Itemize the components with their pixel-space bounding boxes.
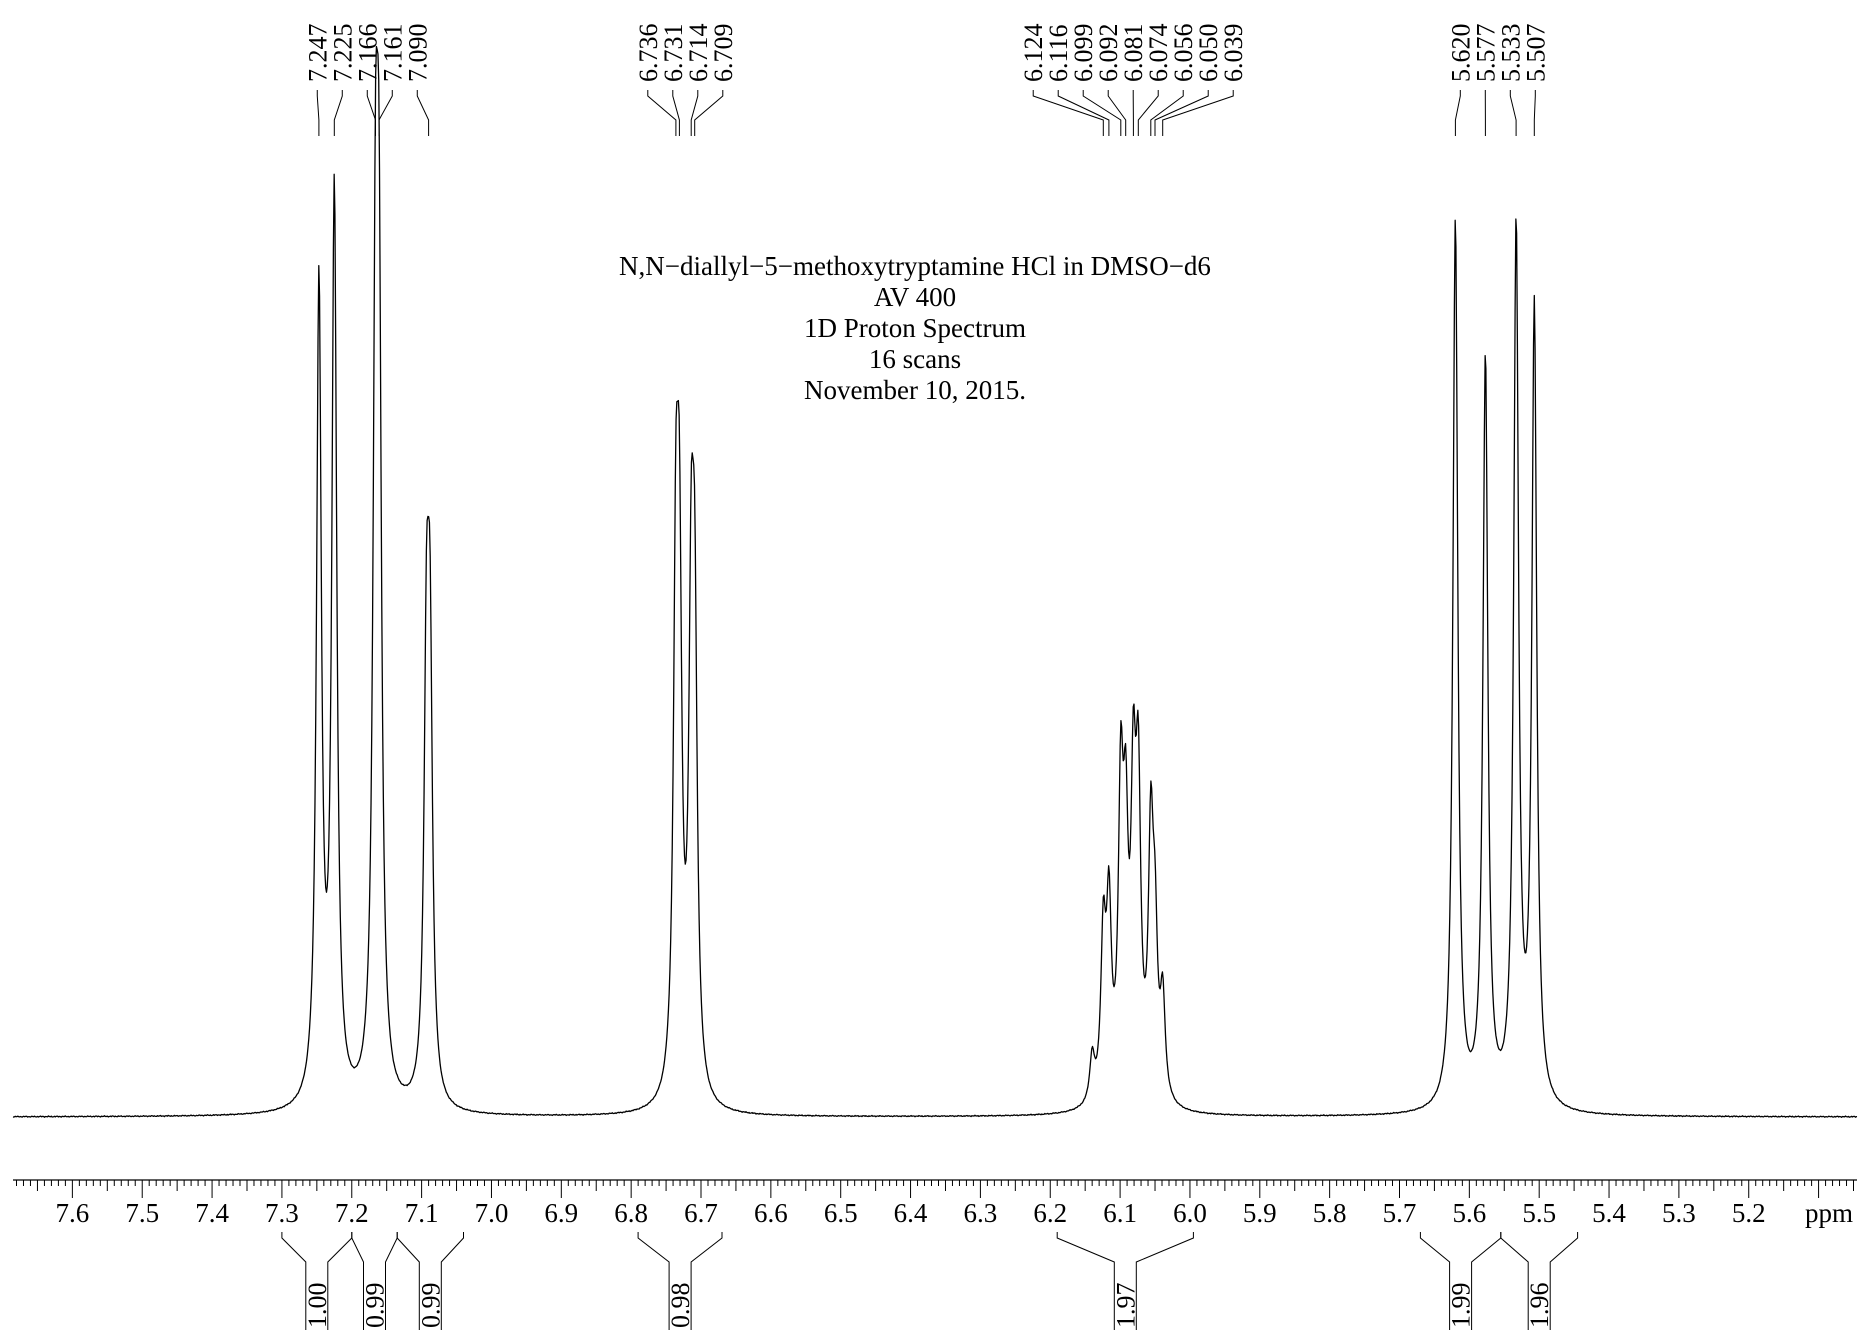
svg-text:6.736: 6.736: [634, 24, 663, 83]
spectrum-line: [12, 45, 1858, 1118]
peak-label: 5.577: [1471, 24, 1500, 136]
peak-label: 5.507: [1521, 24, 1550, 136]
peak-label: 6.714: [684, 24, 713, 136]
svg-text:6.050: 6.050: [1194, 24, 1223, 83]
x-tick-label: 7.1: [405, 1198, 439, 1228]
x-tick-label: 7.5: [125, 1198, 159, 1228]
peak-label: 7.247: [303, 24, 332, 136]
x-tick-label: 7.2: [335, 1198, 369, 1228]
title-line: 16 scans: [869, 344, 961, 374]
x-tick-label: 5.8: [1313, 1198, 1347, 1228]
svg-text:6.039: 6.039: [1219, 24, 1248, 83]
title-line: AV 400: [874, 282, 956, 312]
peak-label: 6.736: [634, 24, 677, 136]
peak-label: 5.620: [1446, 24, 1475, 136]
chart-title: N,N−diallyl−5−methoxytryptamine HCl in D…: [619, 251, 1211, 405]
svg-text:6.074: 6.074: [1144, 24, 1173, 83]
peak-label: 6.116: [1044, 24, 1110, 136]
x-tick-label: 6.8: [614, 1198, 648, 1228]
x-tick-label: 5.5: [1522, 1198, 1556, 1228]
x-tick-label: 7.4: [195, 1198, 229, 1228]
x-tick-label: 7.0: [475, 1198, 509, 1228]
title-line: N,N−diallyl−5−methoxytryptamine HCl in D…: [619, 251, 1211, 281]
x-tick-label: 7.3: [265, 1198, 299, 1228]
svg-text:7.225: 7.225: [328, 24, 357, 83]
x-tick-label: 5.7: [1383, 1198, 1417, 1228]
svg-text:6.092: 6.092: [1094, 24, 1123, 83]
integral-marker: 1.99: [1419, 1232, 1502, 1330]
x-tick-label: 6.3: [964, 1198, 998, 1228]
x-tick-label: 5.9: [1243, 1198, 1277, 1228]
svg-text:6.056: 6.056: [1169, 24, 1198, 83]
svg-text:1.96: 1.96: [1525, 1283, 1554, 1329]
svg-text:1.00: 1.00: [303, 1283, 332, 1329]
integral-marker: 0.99: [396, 1232, 464, 1330]
svg-text:5.620: 5.620: [1446, 24, 1475, 83]
x-tick-label: 6.6: [754, 1198, 788, 1228]
peak-label: 5.533: [1496, 24, 1525, 136]
x-axis-label: ppm: [1805, 1198, 1853, 1228]
peak-label: 7.090: [403, 24, 432, 136]
x-tick-label: 7.6: [55, 1198, 89, 1228]
peak-label: 6.731: [659, 24, 688, 136]
x-tick-label: 5.4: [1592, 1198, 1626, 1228]
peak-label: 7.161: [378, 24, 407, 136]
peak-label: 6.050: [1154, 24, 1223, 136]
svg-text:1.97: 1.97: [1111, 1283, 1140, 1329]
svg-text:6.714: 6.714: [684, 24, 713, 83]
integral-marker: 0.99: [351, 1232, 398, 1330]
x-tick-label: 6.1: [1103, 1198, 1137, 1228]
svg-text:7.090: 7.090: [403, 24, 432, 83]
peak-label: 6.074: [1137, 24, 1173, 136]
svg-text:6.099: 6.099: [1069, 24, 1098, 83]
svg-text:0.99: 0.99: [361, 1283, 390, 1329]
svg-text:6.116: 6.116: [1044, 24, 1073, 82]
svg-text:5.507: 5.507: [1521, 24, 1550, 83]
svg-text:1.99: 1.99: [1447, 1283, 1476, 1329]
peak-label: 6.709: [694, 24, 738, 136]
x-tick-label: 6.4: [894, 1198, 928, 1228]
svg-text:0.99: 0.99: [416, 1283, 445, 1329]
svg-text:0.98: 0.98: [666, 1283, 695, 1329]
x-axis: 7.6 7.5 7.4 7.3 7.2 7.1 7.0 6.9 6.8 6.7 6.6 6.5 6.4 6…: [13, 1179, 1857, 1228]
integral-marker: 1.00: [281, 1232, 353, 1330]
title-line: 1D Proton Spectrum: [804, 313, 1026, 343]
peak-label: 6.081: [1119, 24, 1148, 136]
integral-group: 1.00 0.99 0.99 0.98 1.97 1.99 1.96: [281, 1232, 1579, 1330]
x-tick-label: 6.7: [684, 1198, 718, 1228]
integral-marker: 1.97: [1056, 1232, 1194, 1330]
peak-label: 6.092: [1094, 24, 1127, 136]
integral-marker: 0.98: [637, 1232, 723, 1330]
svg-text:6.731: 6.731: [659, 24, 688, 83]
x-tick-label: 5.3: [1662, 1198, 1696, 1228]
x-tick-label: 6.2: [1033, 1198, 1067, 1228]
x-tick-label: 5.2: [1732, 1198, 1766, 1228]
peak-label: 6.099: [1069, 24, 1122, 136]
integral-marker: 1.96: [1500, 1232, 1579, 1330]
svg-text:6.709: 6.709: [709, 24, 738, 83]
x-tick-label: 6.9: [544, 1198, 578, 1228]
peak-label: 6.039: [1162, 24, 1248, 136]
svg-text:7.161: 7.161: [378, 24, 407, 83]
title-line: November 10, 2015.: [804, 375, 1026, 405]
x-tick-label: 6.5: [824, 1198, 858, 1228]
svg-text:7.247: 7.247: [303, 24, 332, 83]
peak-label: 6.124: [1019, 24, 1104, 136]
peak-label: 7.225: [328, 24, 357, 136]
svg-text:6.124: 6.124: [1019, 24, 1048, 83]
x-tick-label: 6.0: [1173, 1198, 1207, 1228]
peak-label: 6.056: [1150, 24, 1198, 136]
svg-text:5.577: 5.577: [1471, 24, 1500, 83]
svg-text:6.081: 6.081: [1119, 24, 1148, 83]
svg-text:5.533: 5.533: [1496, 24, 1525, 83]
x-tick-label: 5.6: [1452, 1198, 1486, 1228]
